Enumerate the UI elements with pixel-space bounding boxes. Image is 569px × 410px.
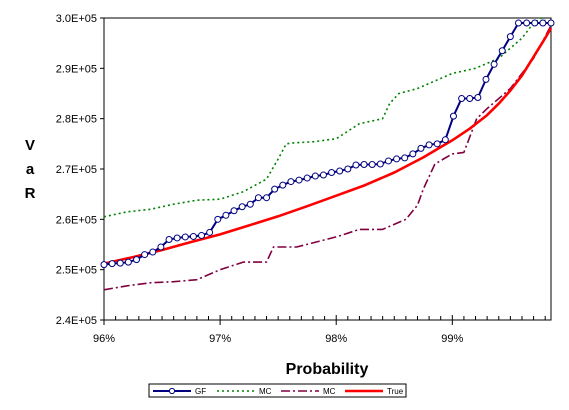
data-point	[441, 136, 449, 144]
x-tick-label: 96%	[93, 333, 115, 345]
data-point	[490, 60, 498, 68]
series-true-3	[103, 27, 553, 265]
series-layer	[100, 17, 555, 291]
data-point	[498, 47, 506, 55]
legend-label: True	[387, 387, 404, 396]
data-point	[173, 234, 181, 242]
legend-label: GF	[195, 387, 206, 396]
data-point	[328, 169, 336, 177]
y-axis: 2.4E+05 2.5E+05 2.6E+05 2.7E+05 2.8E+05 2.9E+…	[56, 13, 104, 327]
y-tick-label: 2.4E+05	[56, 315, 97, 327]
data-point	[474, 94, 482, 102]
y-tick-label: 2.6E+05	[56, 214, 97, 226]
data-point	[254, 194, 262, 202]
data-point	[189, 232, 197, 240]
data-point	[458, 95, 466, 103]
data-point	[514, 19, 522, 27]
data-point	[506, 33, 514, 41]
plot-frame	[103, 17, 552, 321]
data-point	[246, 200, 254, 208]
data-point	[181, 233, 189, 241]
data-point	[344, 165, 352, 173]
data-point	[263, 194, 271, 202]
data-point	[214, 215, 222, 223]
data-point	[368, 160, 376, 168]
data-point	[157, 243, 165, 251]
x-axis-title: Probability	[286, 361, 369, 378]
legend-marker	[168, 387, 176, 395]
data-point	[417, 144, 425, 152]
y-tick-label: 2.7E+05	[56, 164, 97, 176]
data-point	[165, 235, 173, 243]
series-line	[103, 27, 553, 265]
data-point	[279, 181, 287, 189]
data-point	[206, 228, 214, 236]
data-point	[133, 256, 141, 264]
x-tick-label: 97%	[209, 333, 231, 345]
data-point	[149, 248, 157, 256]
series-line	[103, 25, 552, 291]
data-point	[319, 171, 327, 179]
y-axis-title-letter: R	[25, 185, 36, 202]
data-point	[124, 258, 132, 266]
data-point	[466, 95, 474, 103]
data-point	[547, 19, 555, 27]
data-point	[303, 174, 311, 182]
data-point	[449, 112, 457, 120]
data-point	[141, 251, 149, 259]
data-point	[336, 167, 344, 175]
data-point	[352, 161, 360, 169]
data-point	[531, 19, 539, 27]
y-axis-title-letter: a	[26, 161, 35, 178]
data-point	[222, 211, 230, 219]
data-point	[433, 140, 441, 148]
data-point	[523, 19, 531, 27]
data-point	[393, 155, 401, 163]
legend-label: MC	[323, 387, 336, 396]
y-axis-title-letter: V	[25, 137, 35, 154]
series-mc-2	[103, 25, 552, 291]
data-point	[482, 75, 490, 83]
y-tick-label: 2.5E+05	[56, 265, 97, 277]
data-point	[311, 172, 319, 180]
data-point	[376, 160, 384, 168]
y-tick-label: 2.8E+05	[56, 114, 97, 126]
data-point	[116, 259, 124, 267]
data-point	[409, 150, 417, 158]
data-point	[271, 185, 279, 193]
data-point	[295, 176, 303, 184]
legend: GF MC MC True	[148, 383, 407, 398]
data-point	[108, 260, 116, 268]
x-tick-label: 98%	[325, 333, 347, 345]
data-point	[401, 154, 409, 162]
x-axis: 96% 97% 98% 99%	[93, 315, 546, 345]
x-tick-label: 99%	[441, 333, 463, 345]
y-tick-label: 2.9E+05	[56, 63, 97, 75]
data-point	[360, 160, 368, 168]
data-point	[425, 141, 433, 149]
data-point	[198, 231, 206, 239]
y-tick-label: 3.0E+05	[56, 13, 97, 25]
legend-label: MC	[259, 387, 272, 396]
series-gf-0	[100, 19, 555, 269]
data-point	[100, 261, 108, 269]
data-point	[384, 157, 392, 165]
legend-box	[148, 383, 407, 398]
data-point	[238, 203, 246, 211]
data-point	[539, 19, 547, 27]
data-point	[287, 178, 295, 186]
data-point	[230, 207, 238, 215]
